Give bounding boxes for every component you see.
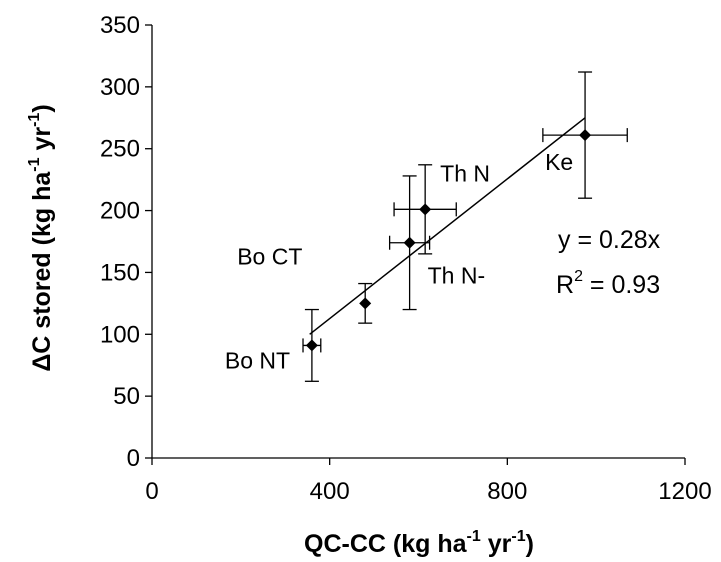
x-tick-label: 400 <box>310 478 350 505</box>
x-axis-title: QC-CC (kg ha-1 yr-1) <box>304 528 534 558</box>
data-point-marker <box>403 236 416 249</box>
equation-label: y = 0.28x <box>558 226 661 254</box>
y-tick-label: 200 <box>100 198 140 225</box>
y-tick-label: 300 <box>100 74 140 101</box>
data-point-label: Th N- <box>428 263 486 289</box>
data-point-label: Ke <box>545 149 573 175</box>
x-tick-label: 0 <box>145 478 158 505</box>
data-point-group: Th N <box>393 160 490 255</box>
trendline <box>309 117 586 335</box>
y-tick-label: 100 <box>100 321 140 348</box>
y-tick-label: 350 <box>100 12 140 39</box>
y-tick-label: 150 <box>100 259 140 286</box>
data-point-marker <box>579 129 592 142</box>
data-point-group: Th N- <box>388 175 486 311</box>
x-tick-label: 800 <box>487 478 527 505</box>
data-point-group: Bo CT <box>237 243 373 324</box>
data-point-label: Bo CT <box>237 243 302 269</box>
data-point-group: Bo NT <box>225 308 322 382</box>
y-tick-label: 0 <box>127 445 140 472</box>
data-point-label: Th N <box>440 160 490 186</box>
data-points: Bo NT Bo CT Th N- Th N Ke <box>225 71 628 382</box>
x-tick-label: 1200 <box>658 478 711 505</box>
data-point-label: Bo NT <box>225 347 290 373</box>
y-tick-label: 50 <box>113 383 140 410</box>
y-axis-ticks: 0 50 100 150 200 250 300 350 <box>100 12 152 472</box>
r-squared-label: R2 = 0.93 <box>556 268 660 299</box>
data-point-marker <box>359 297 372 310</box>
data-point-marker <box>419 203 432 216</box>
y-tick-label: 250 <box>100 136 140 163</box>
y-axis-title: ΔC stored (kg ha-1 yr-1) <box>26 104 56 371</box>
x-axis-ticks: 0 400 800 1200 <box>145 458 712 505</box>
trendline-group <box>309 117 586 335</box>
data-point-group: Ke <box>542 71 628 199</box>
axes <box>151 25 685 459</box>
data-point-marker <box>305 339 318 352</box>
